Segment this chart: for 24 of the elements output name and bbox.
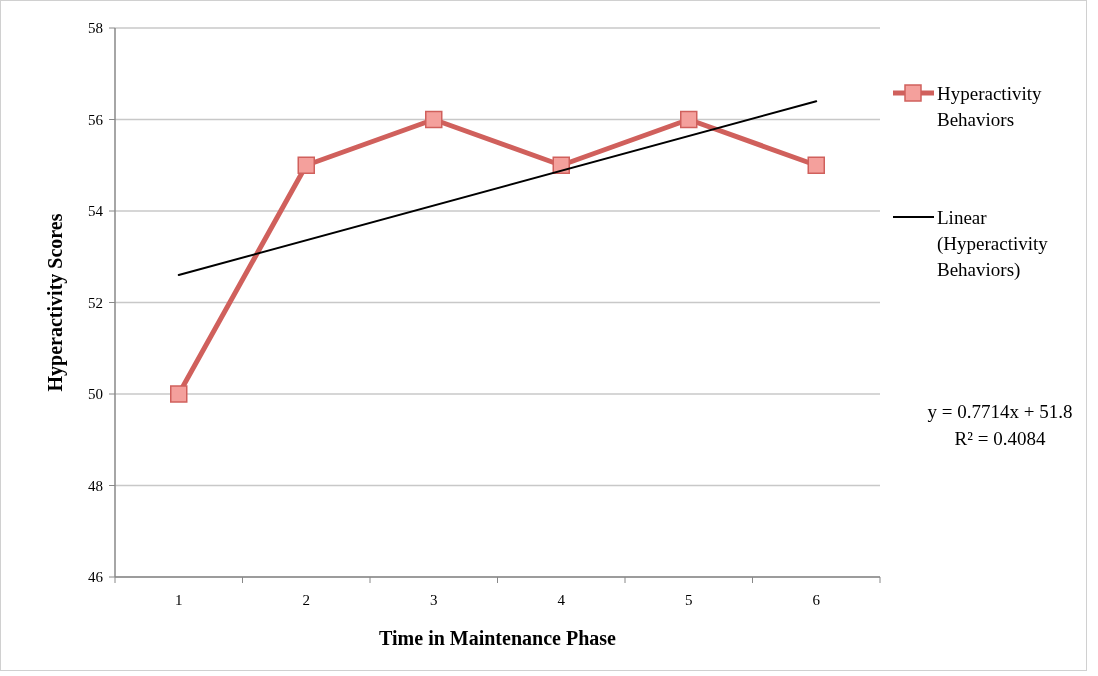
- legend-label: Linear (Hyperactivity Behaviors): [937, 207, 1049, 281]
- y-tick-label: 52: [88, 294, 103, 311]
- text: R² = 0.4084: [954, 428, 1046, 449]
- y-tick-label: 58: [88, 20, 103, 36]
- x-tick-label: 1: [175, 592, 183, 608]
- y-tick-label: 56: [88, 111, 104, 128]
- point: [297, 156, 315, 174]
- legend-label: Hyperactivity Behaviors: [937, 83, 1042, 130]
- x-axis-title: Time in Maintenance Phase: [379, 627, 617, 649]
- y-tick-label: 54: [88, 203, 104, 219]
- text: y = 0.7714x + 51.8: [927, 401, 1073, 422]
- y-tick-label: 50: [88, 386, 103, 402]
- y-tick-label: 48: [88, 477, 103, 494]
- x-tick-label: 5: [685, 592, 693, 608]
- x-tick-label: 2: [302, 592, 310, 608]
- point: [680, 110, 698, 129]
- x-tick-label: 3: [430, 592, 438, 608]
- x-tick-label: 4: [557, 592, 566, 608]
- y-tick-label: 46: [88, 569, 104, 585]
- y-axis-title: Hyperactivity Scores: [44, 213, 67, 392]
- point: [425, 110, 443, 129]
- x-tick-label: 6: [812, 592, 821, 608]
- point: [170, 385, 188, 403]
- point: [807, 156, 825, 174]
